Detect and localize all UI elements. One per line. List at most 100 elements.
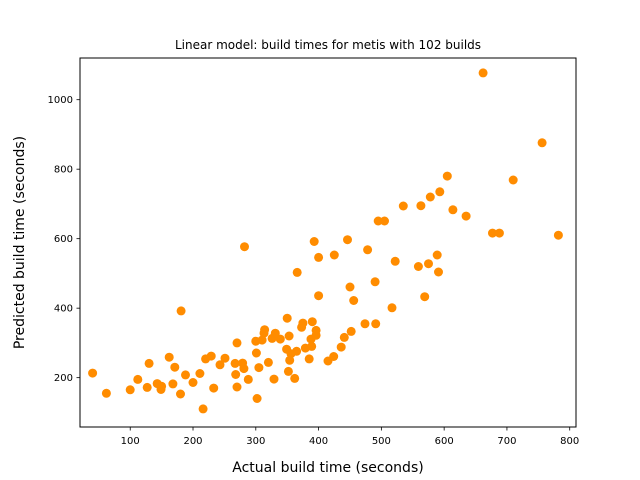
data-point bbox=[168, 379, 178, 389]
data-point bbox=[198, 404, 208, 414]
data-point bbox=[370, 277, 380, 287]
data-point bbox=[448, 205, 458, 215]
data-point bbox=[206, 351, 216, 361]
data-point bbox=[478, 68, 488, 78]
data-point bbox=[260, 325, 270, 335]
x-tick-label: 100 bbox=[121, 436, 140, 447]
data-point bbox=[311, 330, 321, 340]
data-point bbox=[269, 374, 279, 384]
data-point bbox=[488, 228, 497, 238]
data-point bbox=[314, 252, 324, 262]
x-axis-label: Actual build time (seconds) bbox=[232, 460, 423, 476]
data-point bbox=[494, 228, 504, 238]
data-point bbox=[284, 331, 294, 341]
data-point bbox=[537, 138, 547, 148]
data-point bbox=[442, 171, 452, 181]
data-points bbox=[88, 68, 563, 414]
data-point bbox=[363, 245, 373, 255]
data-point bbox=[239, 364, 249, 374]
data-point bbox=[251, 348, 261, 358]
data-point bbox=[188, 378, 198, 387]
data-point bbox=[339, 332, 349, 342]
y-tick-label: 200 bbox=[54, 373, 73, 384]
data-point bbox=[292, 267, 302, 277]
data-point bbox=[349, 296, 359, 305]
data-point bbox=[307, 341, 317, 351]
x-tick-label: 700 bbox=[497, 436, 516, 447]
data-point bbox=[304, 354, 314, 364]
data-point bbox=[125, 385, 135, 395]
data-point bbox=[461, 211, 471, 221]
data-point bbox=[390, 256, 400, 266]
data-point bbox=[329, 352, 339, 361]
y-tick-label: 800 bbox=[54, 165, 73, 176]
y-tick-label: 600 bbox=[54, 234, 73, 245]
data-point bbox=[290, 373, 300, 383]
data-point bbox=[88, 368, 98, 378]
data-point bbox=[254, 363, 264, 373]
data-point bbox=[195, 369, 205, 378]
data-point bbox=[371, 319, 381, 329]
data-point bbox=[398, 201, 408, 211]
x-tick-label: 300 bbox=[246, 436, 265, 447]
data-point bbox=[336, 342, 346, 352]
data-point bbox=[329, 250, 339, 260]
data-point bbox=[508, 175, 518, 185]
data-point bbox=[307, 317, 317, 327]
data-point bbox=[156, 385, 166, 394]
data-point bbox=[181, 370, 190, 380]
x-tick-label: 800 bbox=[560, 436, 579, 447]
data-point bbox=[243, 374, 253, 384]
data-point bbox=[282, 313, 292, 323]
x-tick-label: 600 bbox=[435, 436, 454, 447]
data-point bbox=[215, 360, 225, 370]
data-point bbox=[170, 362, 180, 372]
data-point bbox=[240, 242, 249, 252]
x-axis-ticks: 100 200 300 400 500 600 700 800 bbox=[121, 427, 579, 447]
data-point bbox=[263, 357, 273, 367]
plot-area-frame bbox=[79, 57, 577, 428]
data-point bbox=[292, 346, 302, 356]
data-point bbox=[231, 370, 241, 379]
data-point bbox=[230, 358, 240, 368]
data-point bbox=[360, 319, 370, 329]
x-tick-label: 200 bbox=[183, 436, 202, 447]
data-point bbox=[142, 382, 152, 392]
data-point bbox=[345, 282, 355, 292]
y-axis-label: Predicted build time (seconds) bbox=[12, 136, 28, 349]
data-point bbox=[144, 358, 154, 368]
data-point bbox=[275, 334, 285, 344]
x-tick-label: 400 bbox=[309, 436, 328, 447]
data-point bbox=[133, 374, 143, 384]
data-point bbox=[257, 335, 267, 345]
data-point bbox=[164, 352, 174, 362]
data-point bbox=[425, 192, 435, 202]
data-point bbox=[309, 237, 319, 246]
data-point bbox=[435, 187, 445, 197]
data-point bbox=[434, 267, 443, 277]
data-point bbox=[432, 250, 442, 260]
data-point bbox=[101, 388, 111, 398]
data-point bbox=[298, 318, 308, 328]
data-point bbox=[252, 394, 262, 403]
data-point bbox=[380, 216, 389, 226]
data-point bbox=[346, 326, 356, 336]
y-tick-label: 400 bbox=[54, 304, 73, 315]
data-point bbox=[270, 328, 280, 338]
data-point bbox=[416, 201, 426, 211]
x-tick-label: 500 bbox=[372, 436, 391, 447]
data-point bbox=[387, 303, 397, 313]
data-point bbox=[553, 230, 563, 240]
data-point bbox=[209, 383, 219, 393]
y-tick-label: 1000 bbox=[48, 95, 73, 106]
data-point bbox=[283, 366, 293, 376]
data-point bbox=[413, 262, 423, 271]
data-point bbox=[314, 291, 324, 301]
data-point bbox=[424, 259, 433, 269]
data-point bbox=[232, 382, 242, 392]
chart-title: Linear model: build times for metis with… bbox=[175, 38, 481, 52]
data-point bbox=[176, 306, 186, 316]
data-point bbox=[220, 353, 230, 363]
